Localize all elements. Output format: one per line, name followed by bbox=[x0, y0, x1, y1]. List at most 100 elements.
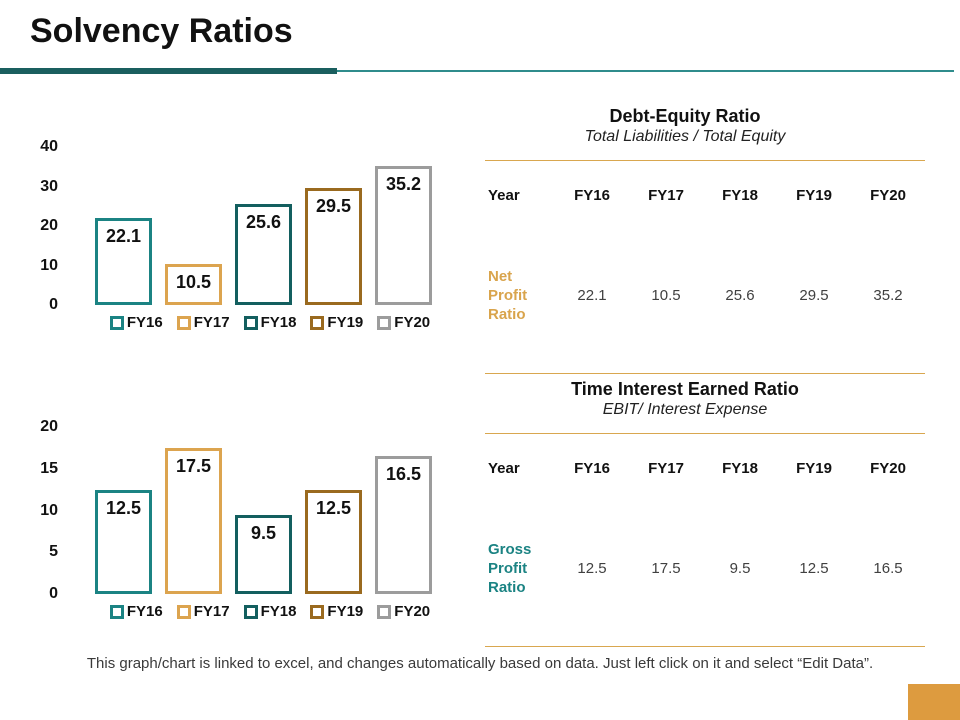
table-rule-top bbox=[485, 433, 925, 434]
bar-value-label: 12.5 bbox=[315, 498, 352, 518]
y-axis-tick-label: 0 bbox=[49, 296, 58, 313]
legend-swatch-icon bbox=[243, 315, 258, 330]
legend-item-fy19[interactable]: FY19 bbox=[310, 314, 363, 331]
table-cell: 29.5 bbox=[799, 286, 829, 304]
column-header: FY18 bbox=[722, 187, 758, 204]
column-header: FY19 bbox=[796, 187, 832, 204]
chart-legend: FY16 FY17 FY18 FY19 FY20 bbox=[70, 603, 470, 620]
time-interest-earned-chart[interactable]: 20 15 10 5 0 12.5 17.5 9.5 12.5 16.5 FY16 FY17 FY1… bbox=[30, 418, 470, 620]
table-cell: 25.6 bbox=[725, 286, 755, 304]
title-underline-thick bbox=[0, 68, 337, 74]
bar-fy19[interactable]: 12.5 bbox=[305, 490, 362, 594]
table-header-row: Year FY16 FY17 FY18 FY19 FY20 bbox=[485, 460, 925, 477]
bar-fy17[interactable]: 17.5 bbox=[165, 448, 222, 594]
legend-item-fy18[interactable]: FY18 bbox=[243, 603, 297, 620]
legend-swatch-icon bbox=[176, 604, 191, 619]
legend-label: FY16 bbox=[126, 603, 163, 620]
title-underline bbox=[0, 68, 960, 75]
bar-fy18[interactable]: 25.6 bbox=[235, 204, 292, 305]
legend-swatch-icon bbox=[109, 315, 124, 330]
column-header: FY17 bbox=[648, 460, 684, 477]
bar-fy16[interactable]: 12.5 bbox=[95, 490, 152, 594]
column-header: FY18 bbox=[722, 460, 758, 477]
table-title: Time Interest Earned Ratio bbox=[571, 379, 799, 399]
legend-label: FY19 bbox=[327, 314, 364, 331]
debt-equity-chart[interactable]: 40 30 20 10 0 22.1 10.5 25.6 29.5 35.2 FY16 FY17 F… bbox=[30, 138, 470, 331]
column-header: FY16 bbox=[574, 460, 610, 477]
column-header: FY19 bbox=[796, 460, 832, 477]
legend-label: FY17 bbox=[193, 603, 230, 620]
table-row: Gross Profit Ratio 12.5 17.5 9.5 12.5 16… bbox=[485, 503, 925, 633]
legend-item-fy19[interactable]: FY19 bbox=[310, 603, 363, 620]
legend-item-fy16[interactable]: FY16 bbox=[109, 314, 163, 331]
legend-label: FY16 bbox=[126, 314, 163, 331]
legend-swatch-icon bbox=[310, 315, 325, 330]
table-title: Debt-Equity Ratio bbox=[609, 106, 761, 126]
legend-label: FY18 bbox=[260, 314, 297, 331]
legend-item-fy17[interactable]: FY17 bbox=[176, 603, 230, 620]
table-cell: 12.5 bbox=[577, 559, 607, 577]
legend-item-fy20[interactable]: FY20 bbox=[377, 603, 430, 620]
legend-swatch-icon bbox=[109, 604, 124, 619]
table-cell: 16.5 bbox=[873, 559, 903, 577]
y-axis-tick-label: 20 bbox=[40, 418, 58, 435]
y-axis-tick-label: 40 bbox=[40, 138, 58, 155]
bar-fy19[interactable]: 29.5 bbox=[305, 188, 362, 305]
column-header: FY16 bbox=[574, 187, 610, 204]
column-header: FY20 bbox=[870, 460, 906, 477]
bar-fy17[interactable]: 10.5 bbox=[165, 264, 222, 305]
table-cell: 10.5 bbox=[651, 286, 681, 304]
bar-fy20[interactable]: 35.2 bbox=[375, 166, 432, 305]
column-header: Year bbox=[488, 187, 520, 204]
table-row: Net Profit Ratio 22.1 10.5 25.6 29.5 35.… bbox=[485, 230, 925, 360]
bars-area: 12.5 17.5 9.5 12.5 16.5 bbox=[70, 427, 470, 594]
bar-value-label: 17.5 bbox=[175, 456, 212, 476]
y-axis-tick-label: 0 bbox=[49, 585, 58, 602]
legend-swatch-icon bbox=[310, 604, 325, 619]
legend-swatch-icon bbox=[243, 604, 258, 619]
table-rule-bottom bbox=[485, 646, 925, 647]
table-cell: 9.5 bbox=[729, 559, 751, 577]
debt-equity-table: Debt-Equity Ratio Total Liabilities / To… bbox=[485, 105, 925, 374]
y-axis-tick-label: 20 bbox=[40, 217, 58, 234]
table-rule-bottom bbox=[485, 373, 925, 374]
legend-item-fy16[interactable]: FY16 bbox=[109, 603, 163, 620]
bar-fy20[interactable]: 16.5 bbox=[375, 456, 432, 594]
bar-fy18[interactable]: 9.5 bbox=[235, 515, 292, 594]
y-axis-tick-label: 15 bbox=[40, 459, 58, 477]
legend-item-fy20[interactable]: FY20 bbox=[377, 314, 430, 331]
bars-area: 22.1 10.5 25.6 29.5 35.2 bbox=[70, 147, 470, 305]
y-axis-tick-label: 30 bbox=[40, 177, 58, 195]
legend-swatch-icon bbox=[176, 315, 191, 330]
column-header: FY20 bbox=[870, 187, 906, 204]
legend-label: FY17 bbox=[193, 314, 230, 331]
legend-label: FY20 bbox=[394, 314, 431, 331]
legend-swatch-icon bbox=[377, 315, 392, 330]
bar-fy16[interactable]: 22.1 bbox=[95, 218, 152, 305]
legend-label: FY20 bbox=[394, 603, 431, 620]
legend-label: FY18 bbox=[260, 603, 297, 620]
bar-value-label: 22.1 bbox=[105, 226, 142, 246]
legend-item-fy17[interactable]: FY17 bbox=[176, 314, 230, 331]
title-underline-thin bbox=[337, 70, 954, 72]
y-axis: 20 15 10 5 0 bbox=[30, 418, 70, 602]
bar-value-label: 35.2 bbox=[385, 174, 422, 194]
chart-plot-area: 40 30 20 10 0 22.1 10.5 25.6 29.5 35.2 bbox=[30, 138, 470, 313]
legend-label: FY19 bbox=[327, 603, 364, 620]
footnote: This graph/chart is linked to excel, and… bbox=[86, 655, 874, 672]
time-interest-earned-table: Time Interest Earned Ratio EBIT/ Interes… bbox=[485, 378, 925, 647]
table-cell: 12.5 bbox=[799, 559, 829, 577]
table-rule-top bbox=[485, 160, 925, 161]
y-axis-tick-label: 10 bbox=[40, 501, 58, 519]
legend-item-fy18[interactable]: FY18 bbox=[243, 314, 297, 331]
legend-swatch-icon bbox=[377, 604, 392, 619]
bar-value-label: 16.5 bbox=[385, 464, 422, 484]
chart-plot-area: 20 15 10 5 0 12.5 17.5 9.5 12.5 16.5 bbox=[30, 418, 470, 602]
bar-value-label: 10.5 bbox=[175, 272, 212, 292]
y-axis: 40 30 20 10 0 bbox=[30, 138, 70, 313]
bar-value-label: 25.6 bbox=[245, 212, 282, 232]
bar-value-label: 12.5 bbox=[105, 498, 142, 518]
table-cell: 17.5 bbox=[651, 559, 681, 577]
bar-value-label: 29.5 bbox=[315, 196, 352, 216]
